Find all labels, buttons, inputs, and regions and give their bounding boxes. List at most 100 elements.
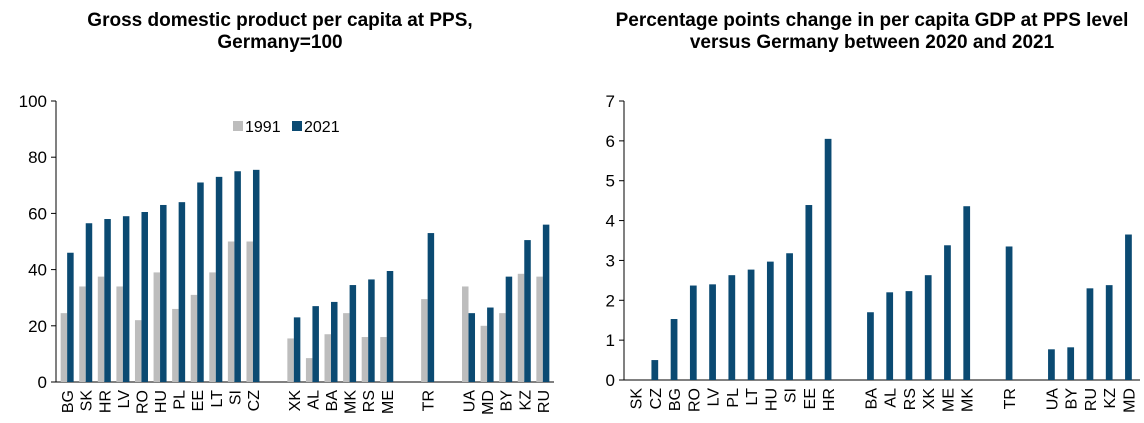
x-tick-label-rs: RS: [361, 390, 378, 412]
bar-change-tr: [1005, 246, 1013, 380]
y-tick-label: 7: [606, 92, 615, 111]
y-tick-label: 4: [606, 212, 615, 231]
gdp-change-plot: 0 1 2 3 4 5 6 7 SK CZ BG RO LV PL LT HU SI EE HR BA AL RS XK ME…: [606, 92, 1140, 413]
bar-2021-ua: [468, 313, 476, 382]
x-tick-label-ua: UA: [1044, 388, 1061, 411]
bar-2021-me: [386, 271, 394, 382]
bar-1991-me: [380, 337, 387, 382]
bar-1991-bg: [60, 313, 68, 382]
x-tick-label-hu: HU: [763, 388, 780, 411]
bar-2021-pl: [178, 202, 186, 382]
bar-1991-hr: [97, 276, 105, 383]
bar-1991-sk: [79, 286, 86, 382]
bar-change-cz: [651, 360, 659, 380]
bar-1991-pl: [172, 308, 179, 382]
bar-1991-by: [499, 313, 506, 382]
y-tick-label: 0: [38, 373, 47, 392]
bar-2021-sk: [85, 223, 93, 382]
chart-title: Gross domestic product per capita at PPS…: [87, 10, 473, 53]
x-tick-label-cz: CZ: [246, 390, 263, 412]
bar-2021-ba: [331, 301, 338, 382]
x-tick-label-ee: EE: [802, 388, 819, 409]
x-tick-label-si: SI: [783, 388, 800, 403]
x-tick-label-ua: UA: [462, 390, 479, 413]
x-tick-label-mk: MK: [343, 390, 360, 414]
bar-1991-kz: [517, 273, 525, 382]
x-tick-label-cz: CZ: [648, 388, 665, 410]
x-tick-label-tr: TR: [421, 390, 438, 411]
y-tick-label: 6: [606, 132, 615, 151]
x-tick-label-me: ME: [940, 388, 957, 412]
bar-change-xk: [924, 275, 932, 380]
y-tick-label: 2: [606, 291, 615, 310]
x-tick-label-ru: RU: [536, 390, 553, 413]
x-tick-label-by: BY: [499, 390, 516, 412]
x-tick-label-hr: HR: [821, 388, 838, 411]
y-tick-label: 0: [606, 371, 615, 390]
bar-change-ru: [1086, 288, 1094, 380]
bar-change-hu: [766, 261, 774, 380]
x-tick-label-sk: SK: [79, 390, 96, 412]
bar-2021-mk: [349, 285, 357, 382]
bar-change-md: [1125, 234, 1132, 380]
x-tick-label-hu: HU: [153, 390, 170, 413]
x-tick-label-xk: XK: [287, 390, 304, 412]
bar-1991-si: [227, 241, 235, 382]
legend-swatch-2021: [292, 121, 302, 131]
x-tick-label-lt: LT: [744, 388, 761, 406]
gdp-per-capita-chart: Gross domestic product per capita at PPS…: [0, 0, 560, 423]
x-tick-label-tr: TR: [1002, 388, 1019, 409]
y-tick-label: 60: [28, 204, 47, 223]
bar-2021-lv: [122, 216, 130, 382]
bar-1991-lt: [209, 272, 216, 382]
x-tick-label-al: AL: [305, 390, 322, 410]
bar-change-lv: [709, 284, 716, 380]
x-tick-label-al: AL: [883, 388, 900, 408]
bar-1991-mk: [343, 313, 350, 382]
bar-change-lt: [747, 269, 755, 380]
bar-2021-hr: [104, 219, 111, 382]
x-tick-label-pl: PL: [172, 390, 189, 410]
gdp-per-capita-plot: 0 20 40 60 80 100 BG SK HR LV RO HU PL EE LT SI CZ XK AL BA…: [19, 92, 554, 415]
bar-1991-rs: [361, 337, 369, 382]
bar-2021-rs: [368, 279, 375, 382]
bar-1991-cz: [246, 241, 253, 382]
bar-change-ro: [689, 285, 697, 380]
bar-2021-xk: [293, 317, 301, 382]
bar-change-al: [886, 292, 894, 380]
bar-2021-si: [234, 171, 241, 382]
bar-change-me: [944, 245, 951, 380]
bar-1991-ua: [462, 286, 469, 382]
x-tick-label-kz: KZ: [517, 390, 534, 411]
bar-2021-kz: [524, 240, 531, 382]
bar-2021-lt: [215, 176, 223, 382]
x-tick-label-xk: XK: [921, 388, 938, 410]
x-tick-label-ba: BA: [324, 390, 341, 412]
x-tick-label-ee: EE: [190, 390, 207, 411]
bar-1991-xk: [287, 338, 294, 382]
bar-1991-ro: [134, 320, 142, 382]
bar-1991-ru: [536, 276, 543, 383]
y-tick-label: 80: [28, 148, 47, 167]
bar-1991-tr: [421, 299, 428, 382]
bar-1991-lv: [116, 286, 123, 382]
y-tick-label: 5: [606, 172, 615, 191]
bar-2021-ee: [197, 182, 204, 382]
y-tick-label: 20: [28, 317, 47, 336]
x-tick-label-hr: HR: [97, 390, 114, 413]
x-tick-label-lt: LT: [209, 390, 226, 408]
bar-change-ba: [867, 312, 874, 380]
x-tick-label-me: ME: [380, 390, 397, 414]
bar-2021-hu: [160, 204, 167, 382]
chart-title: Percentage points change in per capita G…: [615, 10, 1129, 53]
y-tick-label: 3: [606, 251, 615, 270]
bar-change-by: [1067, 347, 1075, 380]
x-tick-label-md: MD: [480, 390, 497, 415]
gdp-change-chart: Percentage points change in per capita G…: [572, 0, 1144, 423]
bar-2021-ro: [141, 212, 148, 382]
x-tick-label-ro: RO: [686, 388, 703, 412]
x-tick-label-by: BY: [1064, 388, 1081, 410]
x-tick-label-mk: MK: [960, 388, 977, 412]
bar-1991-md: [480, 325, 488, 382]
x-tick-label-bg: BG: [667, 388, 684, 411]
